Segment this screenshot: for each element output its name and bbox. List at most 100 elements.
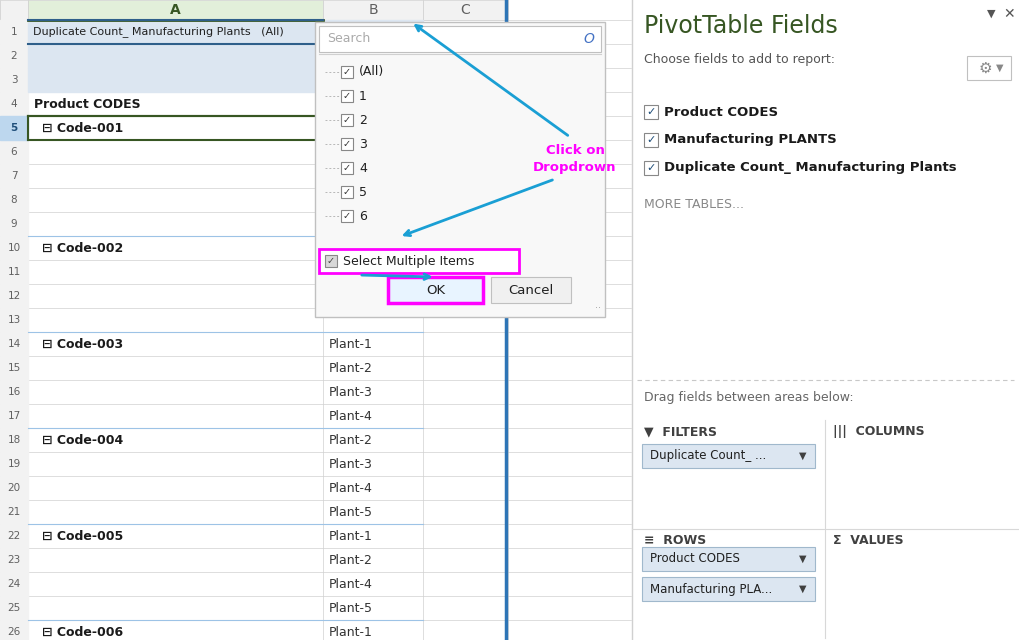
Text: Drag fields between areas below:: Drag fields between areas below: [644, 392, 854, 404]
Text: Plant-3: Plant-3 [329, 458, 373, 470]
Text: Plant-3: Plant-3 [329, 385, 373, 399]
Text: Plant-4: Plant-4 [329, 577, 373, 591]
Text: Duplicate Count_ Manufacturing Plants: Duplicate Count_ Manufacturing Plants [664, 161, 957, 175]
Bar [0, 284, 28, 308]
Text: Duplicate Count_ ...: Duplicate Count_ ... [650, 449, 766, 463]
Bar [632, 0, 1019, 640]
Text: MORE TABLES...: MORE TABLES... [644, 198, 744, 211]
Text: Duplicate Count_ Manufacturing Plants   (All): Duplicate Count_ Manufacturing Plants (A… [33, 26, 283, 38]
Bar [28, 68, 323, 92]
Text: 17: 17 [7, 411, 20, 421]
Text: ▼: ▼ [408, 27, 415, 37]
Text: 1: 1 [10, 27, 17, 37]
Bar [0, 572, 28, 596]
Bar [28, 20, 323, 44]
Text: Drop: Drop [331, 109, 424, 147]
Bar [0, 44, 28, 68]
Bar [0, 212, 28, 236]
Bar [0, 260, 28, 284]
Text: ⊟ Code-004: ⊟ Code-004 [42, 433, 123, 447]
Text: 6: 6 [10, 147, 17, 157]
Text: Product CODES: Product CODES [664, 106, 779, 118]
Bar [0, 140, 28, 164]
Text: Plant-2: Plant-2 [329, 433, 373, 447]
Bar [642, 444, 815, 468]
Text: 5: 5 [359, 186, 367, 198]
Text: 2: 2 [359, 113, 367, 127]
Bar [0, 20, 28, 44]
Bar [341, 186, 353, 198]
Bar [0, 116, 28, 140]
Text: ▼: ▼ [799, 554, 807, 564]
Text: 13: 13 [7, 315, 20, 325]
Bar [341, 162, 353, 174]
Bar [319, 249, 519, 273]
Text: B: B [368, 3, 378, 17]
Bar [0, 500, 28, 524]
Text: ✕: ✕ [1003, 7, 1015, 21]
Bar [0, 356, 28, 380]
Bar [644, 105, 658, 119]
Bar [323, 20, 423, 44]
Text: ✓: ✓ [343, 139, 352, 149]
Bar [0, 596, 28, 620]
Bar [0, 164, 28, 188]
Text: ▼: ▼ [799, 451, 807, 461]
Bar [0, 0, 28, 20]
Bar [0, 236, 28, 260]
Text: (All): (All) [359, 65, 384, 79]
Text: Cancel: Cancel [508, 284, 553, 296]
Text: 4: 4 [10, 99, 17, 109]
Bar [642, 577, 815, 601]
Text: Drop: Drop [331, 231, 424, 269]
Text: Product CODES: Product CODES [650, 552, 740, 566]
Text: ✓: ✓ [343, 163, 352, 173]
Bar [341, 90, 353, 102]
Bar [341, 138, 353, 150]
Text: Plant-4: Plant-4 [329, 481, 373, 495]
Text: |||  COLUMNS: ||| COLUMNS [833, 426, 924, 438]
Bar [28, 0, 323, 20]
Text: ✓: ✓ [343, 211, 352, 221]
Text: Plant-2: Plant-2 [329, 362, 373, 374]
Text: Plant-2: Plant-2 [329, 554, 373, 566]
Text: 15: 15 [7, 363, 20, 373]
Bar [967, 56, 1011, 80]
Text: 21: 21 [7, 507, 20, 517]
Bar [319, 26, 601, 52]
Bar [0, 524, 28, 548]
Text: ✓: ✓ [646, 163, 655, 173]
Bar [491, 277, 571, 303]
Text: A: A [170, 3, 181, 17]
Text: Plant-1: Plant-1 [329, 529, 373, 543]
Text: 3: 3 [359, 138, 367, 150]
Text: ✓: ✓ [343, 67, 352, 77]
Text: Plant-5: Plant-5 [329, 506, 373, 518]
Text: OK: OK [426, 284, 445, 296]
Text: ✓: ✓ [343, 91, 352, 101]
Bar [0, 476, 28, 500]
Text: 4: 4 [359, 161, 367, 175]
Text: 25: 25 [7, 603, 20, 613]
Text: 18: 18 [7, 435, 20, 445]
Text: 11: 11 [7, 267, 20, 277]
Text: PivotTable Fields: PivotTable Fields [644, 14, 838, 38]
Text: ▼  FILTERS: ▼ FILTERS [644, 426, 717, 438]
Text: 1: 1 [359, 90, 367, 102]
Text: ▼: ▼ [997, 63, 1004, 73]
Bar [0, 0, 632, 640]
Text: ⊟ Code-005: ⊟ Code-005 [42, 529, 123, 543]
Bar [0, 548, 28, 572]
Text: ▼: ▼ [799, 584, 807, 594]
Text: ✓: ✓ [343, 187, 352, 197]
Text: 5: 5 [10, 123, 17, 133]
Text: ··: ·· [595, 303, 601, 313]
Bar [341, 114, 353, 126]
Text: ⊟ Code-006: ⊟ Code-006 [42, 625, 123, 639]
Text: Choose fields to add to report:: Choose fields to add to report: [644, 54, 835, 67]
Text: 8: 8 [10, 195, 17, 205]
Text: 16: 16 [7, 387, 20, 397]
Text: 10: 10 [7, 243, 20, 253]
Text: 23: 23 [7, 555, 20, 565]
Text: 26: 26 [7, 627, 20, 637]
